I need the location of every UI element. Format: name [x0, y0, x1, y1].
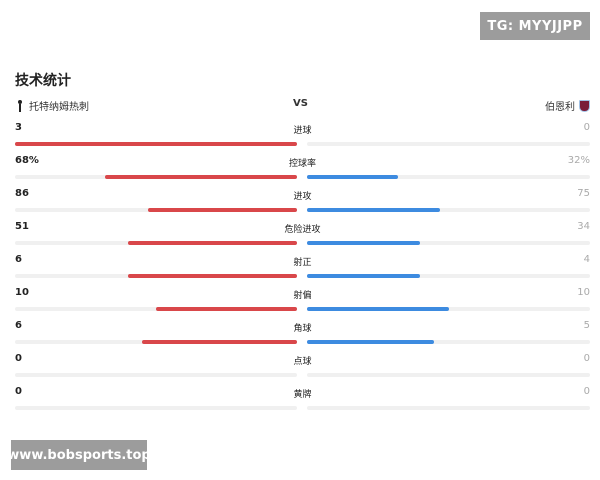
away-stat-value: 75: [577, 188, 590, 199]
home-bar-track: [15, 373, 297, 377]
home-stat-bar: [127, 241, 297, 245]
stat-row: 6 射正 4: [15, 252, 590, 285]
home-bar-track: [15, 307, 297, 311]
stat-row: 68% 控球率 32%: [15, 153, 590, 186]
stat-label: 进球: [293, 126, 312, 136]
burnley-logo-icon: [579, 99, 590, 112]
home-stat-bar: [15, 142, 297, 146]
stat-label: 进攻: [293, 192, 312, 202]
home-stat-bar: [105, 175, 297, 179]
home-team[interactable]: 托特纳姆热刺: [15, 98, 89, 113]
stat-row: 0 点球 0: [15, 351, 590, 384]
away-stat-value: 32%: [567, 155, 590, 166]
away-stat-bar: [307, 208, 440, 212]
home-stat-value: 51: [15, 221, 29, 232]
stat-row: 0 黄牌 0: [15, 384, 590, 417]
watermark-bottom: www.bobsports.top: [7, 440, 151, 470]
stats-list: 3 进球 0 68% 控球率 32% 86 进攻 75 51 危险进攻 34 6 射正 4 10 射偏 10 6 角球…: [15, 120, 590, 417]
home-bar-track: [15, 175, 297, 179]
home-team-name: 托特纳姆热刺: [29, 102, 89, 113]
stat-row: 6 角球 5: [15, 318, 590, 351]
away-stat-value: 10: [577, 287, 590, 298]
home-stat-bar: [141, 340, 297, 344]
away-bar-track: [307, 241, 590, 245]
away-stat-value: 0: [583, 386, 590, 397]
home-stat-value: 0: [15, 386, 22, 397]
spurs-logo-icon: [15, 99, 25, 112]
stat-label: 角球: [293, 324, 312, 334]
away-stat-value: 0: [583, 353, 590, 364]
home-bar-track: [15, 274, 297, 278]
home-bar-track: [15, 340, 297, 344]
home-stat-bar: [127, 274, 297, 278]
away-bar-track: [307, 208, 590, 212]
away-bar-track: [307, 175, 590, 179]
away-stat-bar: [307, 241, 421, 245]
away-stat-bar: [307, 274, 421, 278]
home-stat-value: 86: [15, 188, 29, 199]
home-bar-track: [15, 142, 297, 146]
away-stat-value: 4: [583, 254, 590, 265]
vs-label: VS: [293, 98, 308, 109]
stat-row: 51 危险进攻 34: [15, 219, 590, 252]
away-bar-track: [307, 142, 590, 146]
home-stat-value: 10: [15, 287, 29, 298]
stat-row: 86 进攻 75: [15, 186, 590, 219]
home-stat-value: 3: [15, 122, 22, 133]
stat-label: 危险进攻: [284, 225, 321, 235]
away-bar-track: [307, 307, 590, 311]
home-stat-bar: [156, 307, 297, 311]
away-team-name: 伯恩利: [545, 102, 575, 113]
home-stat-value: 0: [15, 353, 22, 364]
stat-label: 点球: [293, 357, 312, 367]
away-stat-bar: [307, 175, 398, 179]
away-bar-track: [307, 274, 590, 278]
stat-label: 黄牌: [293, 390, 312, 400]
home-stat-value: 6: [15, 320, 22, 331]
away-bar-track: [307, 373, 590, 377]
home-bar-track: [15, 406, 297, 410]
stat-label: 射偏: [293, 291, 312, 301]
page-title: 技术统计: [15, 73, 71, 89]
stat-row: 10 射偏 10: [15, 285, 590, 318]
home-stat-bar: [147, 208, 297, 212]
watermark-top: TG: MYYJJPP: [480, 12, 590, 40]
teams-header: 托特纳姆热刺 VS 伯恩利: [15, 96, 590, 114]
home-stat-value: 6: [15, 254, 22, 265]
away-team[interactable]: 伯恩利: [545, 98, 590, 113]
away-stat-value: 34: [577, 221, 590, 232]
away-bar-track: [307, 340, 590, 344]
away-stat-value: 0: [583, 122, 590, 133]
home-bar-track: [15, 241, 297, 245]
home-stat-value: 68%: [15, 155, 39, 166]
stat-label: 射正: [293, 258, 312, 268]
away-stat-value: 5: [583, 320, 590, 331]
away-stat-bar: [307, 307, 449, 311]
home-bar-track: [15, 208, 297, 212]
stat-row: 3 进球 0: [15, 120, 590, 153]
stat-label: 控球率: [288, 159, 316, 169]
away-bar-track: [307, 406, 590, 410]
away-stat-bar: [307, 340, 435, 344]
